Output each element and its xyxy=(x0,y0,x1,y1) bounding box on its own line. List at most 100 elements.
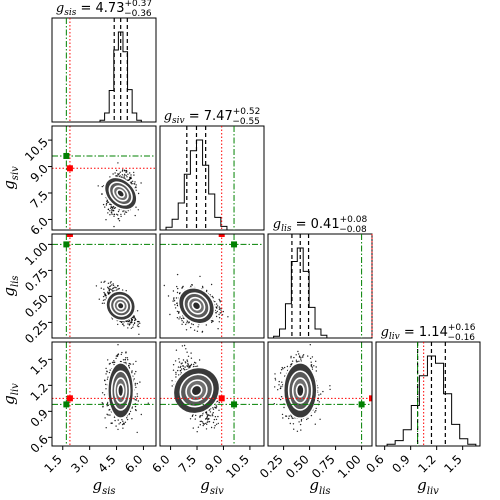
sample-point xyxy=(139,381,141,383)
sample-point xyxy=(112,283,114,285)
sample-point xyxy=(107,208,110,210)
sample-point xyxy=(174,360,177,362)
sample-point xyxy=(105,295,107,297)
panel-content xyxy=(52,126,156,232)
panel-title-liv: gliv = 1.14+0.16 −0.16 xyxy=(381,323,476,343)
sample-point xyxy=(126,176,128,178)
sample-point xyxy=(281,381,283,383)
sample-point xyxy=(214,416,217,418)
sample-point xyxy=(134,384,136,386)
sample-point xyxy=(171,385,173,387)
sample-point xyxy=(104,299,106,301)
sample-point xyxy=(187,364,190,366)
sample-point xyxy=(117,288,119,290)
sample-point xyxy=(116,213,118,215)
panel-content xyxy=(52,234,156,338)
truth-marker-red xyxy=(66,165,73,172)
sample-point xyxy=(135,399,137,401)
sample-point xyxy=(206,423,208,425)
sample-point xyxy=(125,211,128,213)
sample-point xyxy=(123,176,125,179)
sample-point xyxy=(120,353,123,356)
sample-point xyxy=(124,173,126,176)
sample-point xyxy=(130,174,132,176)
sample-point xyxy=(102,203,105,206)
sample-point xyxy=(214,300,216,303)
sample-point xyxy=(137,400,139,402)
sample-point xyxy=(215,418,218,421)
sample-point xyxy=(100,281,103,283)
sample-point xyxy=(217,415,219,418)
sample-point xyxy=(110,209,113,211)
sample-point xyxy=(310,364,313,366)
sample-point xyxy=(214,425,216,427)
sample-point xyxy=(131,407,133,409)
sample-point xyxy=(133,171,135,174)
sample-point xyxy=(215,406,218,408)
title-median: = 0.41 xyxy=(292,217,340,232)
sample-point xyxy=(212,421,215,424)
panel-bg xyxy=(52,234,156,338)
sample-point xyxy=(127,327,129,329)
sample-point xyxy=(117,323,119,326)
title-median: = 4.73 xyxy=(76,1,124,16)
sample-point xyxy=(113,215,115,217)
sample-point xyxy=(129,363,132,365)
sample-point xyxy=(199,424,201,426)
sample-point xyxy=(101,193,103,195)
sample-point xyxy=(121,419,123,421)
panel-frame xyxy=(267,233,373,339)
title-minus: −0.16 xyxy=(447,333,475,343)
sample-point xyxy=(103,291,105,294)
sample-point xyxy=(134,319,136,321)
sample-point xyxy=(207,414,210,416)
sample-point xyxy=(178,361,181,363)
sample-point xyxy=(282,417,284,419)
sample-point xyxy=(314,423,316,425)
sample-point xyxy=(208,409,211,411)
panel-frame xyxy=(51,125,157,231)
sample-point xyxy=(125,357,127,359)
sample-point xyxy=(215,315,218,318)
sample-point xyxy=(190,285,192,287)
sample-point xyxy=(124,421,127,423)
sample-point xyxy=(136,393,138,395)
sample-point xyxy=(186,360,189,362)
sample-point xyxy=(120,213,122,216)
title-subscript: lis xyxy=(281,224,292,234)
sample-point xyxy=(104,417,106,419)
sample-point xyxy=(113,213,116,216)
panel-frame xyxy=(159,125,265,231)
sample-point xyxy=(205,324,207,326)
sample-point xyxy=(109,288,112,290)
sample-point xyxy=(103,394,106,396)
sample-point xyxy=(95,285,98,287)
sample-point xyxy=(177,369,179,372)
sample-point xyxy=(116,231,117,232)
sample-point xyxy=(102,402,104,405)
sample-point xyxy=(214,407,217,409)
sample-point xyxy=(174,304,176,306)
sample-point xyxy=(115,287,117,289)
sample-point xyxy=(201,421,204,423)
sample-point xyxy=(182,359,185,361)
sample-point xyxy=(202,413,204,415)
sample-point xyxy=(274,377,276,380)
sample-point xyxy=(209,411,212,413)
density-contour-3 xyxy=(190,384,203,397)
sample-point xyxy=(186,365,188,367)
truth-marker-red xyxy=(218,395,225,402)
sample-point xyxy=(120,321,123,323)
sample-point xyxy=(217,422,219,425)
sample-point xyxy=(111,289,113,291)
sample-point xyxy=(115,355,118,357)
histogram-panel-liv: gliv = 1.14+0.16 −0.16 xyxy=(375,323,481,447)
sample-point xyxy=(132,324,135,326)
sample-point xyxy=(118,287,120,290)
sample-point xyxy=(178,374,180,376)
sample-point xyxy=(128,323,131,325)
sample-point xyxy=(119,171,122,173)
sample-point xyxy=(105,388,107,390)
sample-point xyxy=(200,420,203,422)
sample-point xyxy=(300,358,302,360)
